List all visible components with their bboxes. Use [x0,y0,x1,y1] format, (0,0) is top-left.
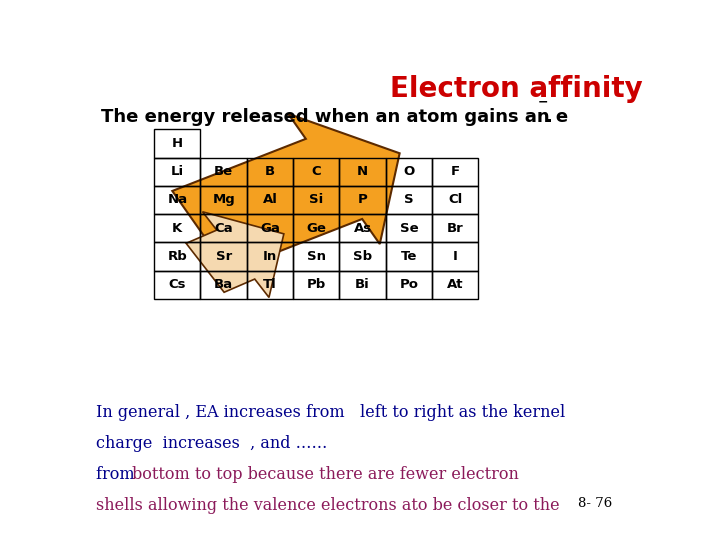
Bar [432,242,478,271]
Text: Electron affinity: Electron affinity [390,75,642,103]
Bar [339,214,386,242]
Bar [432,158,478,186]
Bar [154,129,200,158]
Bar [339,271,386,299]
Bar [200,214,247,242]
Text: −: − [538,95,548,108]
Text: Rb: Rb [168,250,187,263]
Bar [247,214,293,242]
Text: Sr: Sr [215,250,232,263]
Text: from: from [96,466,140,483]
Bar [247,242,293,271]
Text: Te: Te [401,250,417,263]
Bar [154,214,200,242]
Text: F: F [451,165,460,178]
Text: 8- 76: 8- 76 [578,497,613,510]
Text: Mg: Mg [212,193,235,206]
Text: Po: Po [400,278,418,291]
Text: Sb: Sb [353,250,372,263]
Polygon shape [186,212,284,298]
Bar [432,214,478,242]
Text: As: As [354,222,372,235]
Text: In general , EA increases from   left to right as the kernel: In general , EA increases from left to r… [96,404,564,421]
Text: Ge: Ge [306,222,326,235]
Bar [339,158,386,186]
Text: Ba: Ba [214,278,233,291]
Text: C: C [312,165,321,178]
Bar [386,186,432,214]
Bar [154,186,200,214]
Text: Al: Al [263,193,277,206]
Bar [247,186,293,214]
Bar [386,271,432,299]
Text: S: S [404,193,414,206]
Text: Se: Se [400,222,418,235]
Bar [339,242,386,271]
Text: K: K [172,222,182,235]
Bar [293,242,339,271]
Bar [154,271,200,299]
Bar [200,158,247,186]
Text: N: N [357,165,368,178]
Text: Bi: Bi [355,278,370,291]
Bar [200,271,247,299]
Bar [293,214,339,242]
Text: Ga: Ga [260,222,280,235]
Text: Cl: Cl [448,193,462,206]
Bar [386,214,432,242]
Text: Tl: Tl [263,278,276,291]
Bar [293,271,339,299]
Text: charge  increases  , and ……: charge increases , and …… [96,435,327,452]
Text: Ca: Ca [215,222,233,235]
Bar [386,242,432,271]
Text: The energy released when an atom gains an e: The energy released when an atom gains a… [101,109,568,126]
Text: P: P [358,193,367,206]
Text: In: In [263,250,277,263]
Bar [339,186,386,214]
Text: Sn: Sn [307,250,325,263]
Bar [293,186,339,214]
Text: At: At [447,278,464,291]
Text: .: . [545,109,552,126]
Text: O: O [403,165,415,178]
Text: H: H [172,137,183,150]
Text: Na: Na [167,193,187,206]
Bar [247,271,293,299]
Text: Si: Si [309,193,323,206]
Text: Br: Br [447,222,464,235]
Bar [154,242,200,271]
Text: Cs: Cs [168,278,186,291]
Bar [247,158,293,186]
Text: Li: Li [171,165,184,178]
Text: I: I [453,250,458,263]
Text: shells allowing the valence electrons ato be closer to the: shells allowing the valence electrons at… [96,497,559,514]
Text: Be: Be [214,165,233,178]
Bar [154,158,200,186]
Bar [293,158,339,186]
Polygon shape [172,114,400,271]
Bar [200,242,247,271]
Text: B: B [265,165,275,178]
Bar [432,271,478,299]
Text: Pb: Pb [307,278,326,291]
Bar [386,158,432,186]
Bar [432,186,478,214]
Bar [200,186,247,214]
Text: bottom to top because there are fewer electron: bottom to top because there are fewer el… [132,466,519,483]
